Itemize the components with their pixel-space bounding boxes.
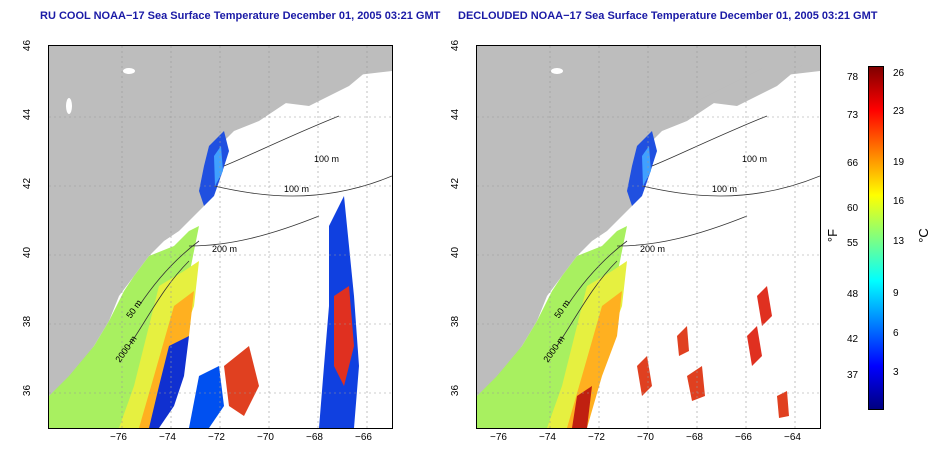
y-tick: 44 (450, 108, 462, 121)
y-tick: 36 (450, 384, 462, 397)
cb-c-label: 26 (893, 68, 905, 79)
cb-f-label: 55 (847, 238, 859, 249)
right-gulf-of-maine-cold (627, 131, 657, 206)
cb-c-label: 19 (893, 157, 905, 168)
x-tick: −66 (355, 432, 372, 443)
unit-fahrenheit: °F (825, 228, 841, 243)
x-tick: −76 (490, 432, 507, 443)
y-tick: 40 (22, 246, 34, 259)
cb-c-label: 3 (893, 367, 899, 378)
right-contour-label: 100 m (712, 184, 738, 194)
y-tick: 42 (450, 177, 462, 190)
right-map-title: DECLOUDED NOAA−17 Sea Surface Temperatur… (458, 10, 878, 22)
x-tick: −76 (110, 432, 127, 443)
right-contour-label: 100 m (742, 154, 768, 164)
y-tick: 38 (450, 315, 462, 328)
x-tick: −74 (539, 432, 556, 443)
cb-c-label: 16 (893, 196, 905, 207)
right-contour-label: 200 m (640, 244, 666, 254)
x-tick: −74 (159, 432, 176, 443)
y-tick: 36 (22, 384, 34, 397)
left-gulf-of-maine-cold (199, 131, 229, 206)
x-tick: −64 (784, 432, 801, 443)
left-map-panel: 100 m 100 m 200 m 50 m 2000 m (48, 45, 393, 429)
right-land-mass (477, 46, 820, 396)
x-tick: −70 (257, 432, 274, 443)
cb-c-label: 13 (893, 236, 905, 247)
y-tick: 42 (22, 177, 34, 190)
cb-f-label: 60 (847, 203, 859, 214)
y-tick: 46 (450, 39, 462, 52)
cb-f-label: 66 (847, 158, 859, 169)
x-tick: −68 (686, 432, 703, 443)
cb-c-label: 6 (893, 328, 899, 339)
colorbar (868, 66, 884, 410)
cb-c-label: 23 (893, 106, 905, 117)
cb-f-label: 78 (847, 72, 859, 83)
y-tick: 40 (450, 246, 462, 259)
y-tick: 44 (22, 108, 34, 121)
y-tick: 46 (22, 39, 34, 52)
y-tick: 38 (22, 315, 34, 328)
x-tick: −72 (208, 432, 225, 443)
x-tick: −68 (306, 432, 323, 443)
right-map-panel: 100 m 100 m 200 m 50 m 2000 m (476, 45, 821, 429)
left-contour-label: 200 m (212, 244, 238, 254)
unit-celsius: °C (915, 228, 931, 243)
cb-f-label: 37 (847, 370, 859, 381)
left-contour-label: 100 m (284, 184, 310, 194)
left-contour-label: 100 m (314, 154, 340, 164)
cb-c-label: 9 (893, 288, 899, 299)
x-tick: −72 (588, 432, 605, 443)
cb-f-label: 42 (847, 334, 859, 345)
right-map-svg (477, 46, 820, 428)
left-map-title: RU COOL NOAA−17 Sea Surface Temperature … (40, 10, 441, 22)
cb-f-label: 48 (847, 289, 859, 300)
cb-f-label: 73 (847, 110, 859, 121)
left-map-svg (49, 46, 392, 428)
left-land-mass (49, 46, 392, 396)
x-tick: −70 (637, 432, 654, 443)
x-tick: −66 (735, 432, 752, 443)
